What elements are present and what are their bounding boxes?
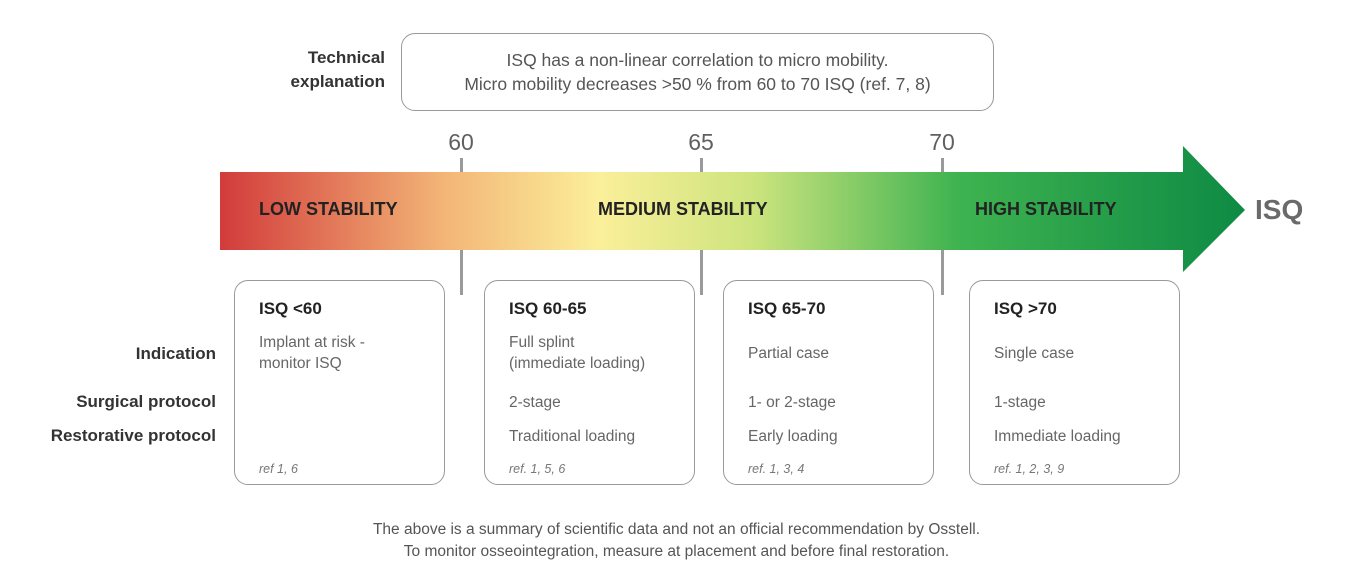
card-indication-line1: Partial case: [748, 345, 829, 362]
card-reference: ref. 1, 3, 4: [748, 462, 805, 476]
footer-note-line2: To monitor osseointegration, measure at …: [403, 543, 950, 560]
card-indication-line1: Full splint: [509, 334, 575, 351]
card-surgical: 1-stage: [994, 394, 1046, 411]
technical-text-line2: Micro mobility decreases >50 % from 60 t…: [464, 74, 931, 94]
card-indication-line2: (immediate loading): [509, 355, 646, 372]
tick-line-70: [941, 250, 944, 295]
card-indication-line1: Implant at risk -: [259, 334, 365, 351]
tick-label-65: 65: [688, 129, 714, 155]
tick-mark-70-top: [941, 158, 944, 172]
tick-label-60: 60: [448, 129, 474, 155]
tick-line-65: [700, 250, 703, 295]
technical-explanation-box: ISQ has a non-linear correlation to micr…: [401, 33, 994, 111]
card-indication-line1: Single case: [994, 345, 1075, 362]
card-restorative: Early loading: [748, 428, 838, 445]
card-indication: Single case: [994, 332, 1174, 364]
card-title: ISQ 60-65: [509, 299, 587, 318]
card-reference: ref. 1, 5, 6: [509, 462, 566, 476]
card-title: ISQ <60: [259, 299, 322, 318]
card-isq-65-70: ISQ 65-70 Partial case 1- or 2-stage Ear…: [723, 280, 934, 485]
card-reference: ref. 1, 2, 3, 9: [994, 462, 1065, 476]
technical-label-line2: explanation: [290, 72, 385, 91]
tick-mark-65-top: [700, 158, 703, 172]
card-reference: ref 1, 6: [259, 462, 298, 476]
technical-explanation-label: Technical explanation: [240, 46, 385, 94]
card-isq-above-70: ISQ >70 Single case 1-stage Immediate lo…: [969, 280, 1180, 485]
card-title: ISQ 65-70: [748, 299, 826, 318]
card-surgical: 2-stage: [509, 394, 561, 411]
card-title: ISQ >70: [994, 299, 1057, 318]
card-indication: Full splint (immediate loading): [509, 332, 689, 374]
row-label-restorative-protocol: Restorative protocol: [50, 426, 216, 445]
zone-high-stability: HIGH STABILITY: [975, 199, 1117, 219]
card-indication: Partial case: [748, 332, 928, 364]
row-label-indication: Indication: [135, 344, 216, 363]
technical-label-line1: Technical: [307, 48, 385, 67]
card-isq-60-65: ISQ 60-65 Full splint (immediate loading…: [484, 280, 695, 485]
row-label-surgical-protocol: Surgical protocol: [76, 392, 216, 411]
tick-label-70: 70: [929, 129, 955, 155]
card-restorative: Traditional loading: [509, 428, 636, 445]
technical-text-line1: ISQ has a non-linear correlation to micr…: [506, 50, 889, 70]
tick-mark-60-top: [460, 158, 463, 172]
card-indication-line2: monitor ISQ: [259, 355, 342, 372]
card-surgical: 1- or 2-stage: [748, 394, 836, 411]
footer-note-line1: The above is a summary of scientific dat…: [372, 521, 981, 538]
card-isq-below-60: ISQ <60 Implant at risk - monitor ISQ re…: [234, 280, 445, 485]
isq-axis-label: ISQ: [1255, 194, 1304, 225]
card-indication: Implant at risk - monitor ISQ: [259, 332, 439, 374]
card-restorative: Immediate loading: [994, 428, 1121, 445]
zone-low-stability: LOW STABILITY: [259, 199, 398, 219]
tick-line-60: [460, 250, 463, 295]
zone-medium-stability: MEDIUM STABILITY: [598, 199, 768, 219]
gradient-arrow-shape: [220, 146, 1245, 272]
